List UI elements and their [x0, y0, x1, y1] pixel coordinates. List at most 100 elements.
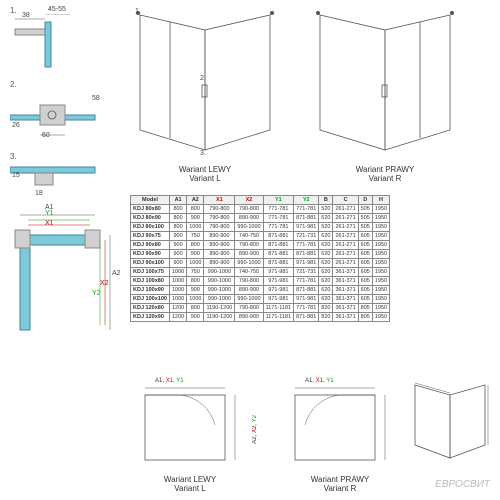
table-cell: 790-800: [235, 304, 263, 313]
table-cell: 820: [319, 313, 333, 322]
table-header: Y2: [294, 196, 319, 205]
table-cell: 890-900: [235, 214, 263, 223]
table-cell: 900: [187, 250, 204, 259]
table-cell: 1950: [372, 259, 389, 268]
detail2-dim-a: 58: [92, 95, 100, 102]
table-cell: 871-881: [263, 250, 294, 259]
bl-y1: Y1: [176, 378, 183, 384]
table-cell: 1171-1181: [263, 313, 294, 322]
table-cell: 800: [187, 304, 204, 313]
table-cell: 620: [319, 286, 333, 295]
mid-x2: X2: [100, 280, 109, 287]
enclosure-right: [310, 10, 460, 160]
table-cell: 520: [319, 223, 333, 232]
table-cell: 1000: [187, 223, 204, 232]
table-cell: 990-1000: [235, 295, 263, 304]
table-cell: 1000: [187, 295, 204, 304]
table-cell: 771-781: [263, 223, 294, 232]
table-cell: 605: [358, 250, 372, 259]
table-cell: 361-371: [333, 277, 358, 286]
table-cell: 790-800: [204, 214, 235, 223]
table-cell: 890-900: [235, 313, 263, 322]
table-cell: 605: [358, 268, 372, 277]
bottom-plan-right: [280, 380, 400, 480]
table-cell: 1000: [169, 295, 186, 304]
table-cell: 800: [187, 241, 204, 250]
table-cell: 740-750: [235, 232, 263, 241]
bl-line2: Variant L: [145, 484, 235, 493]
mid-x1: X1: [45, 220, 54, 227]
spec-table: ModelA1A2X1X2Y1Y2BCDH KDJ 80x80800800790…: [130, 195, 390, 322]
bl-toplabel: A1, X1, Y1: [155, 378, 184, 384]
table-cell: 1171-1181: [263, 304, 294, 313]
table-cell: 971-981: [294, 295, 319, 304]
table-cell: 800: [187, 277, 204, 286]
table-header: Y1: [263, 196, 294, 205]
table-cell: 620: [319, 277, 333, 286]
table-cell: 1200: [169, 313, 186, 322]
table-cell: 871-881: [263, 232, 294, 241]
table-cell: 771-781: [294, 241, 319, 250]
bl-y2: Y2: [252, 415, 258, 422]
table-cell: 971-981: [263, 277, 294, 286]
table-cell: 1190-1200: [204, 313, 235, 322]
table-cell: 990-1000: [204, 286, 235, 295]
table-cell: KDJ 90x80: [131, 241, 170, 250]
table-cell: 505: [358, 223, 372, 232]
mid-y2: Y2: [92, 290, 101, 297]
table-cell: 890-900: [204, 241, 235, 250]
table-row: KDJ 100x751000750990-1000740-750971-9817…: [131, 268, 390, 277]
br-line1: Wariant PRAWY: [295, 475, 385, 484]
table-cell: 750: [187, 268, 204, 277]
table-cell: 605: [358, 295, 372, 304]
table-cell: 1000: [187, 259, 204, 268]
table-cell: 505: [358, 214, 372, 223]
table-cell: 620: [319, 241, 333, 250]
table-cell: 605: [358, 259, 372, 268]
variant-left-line1: Wariant LEWY: [150, 165, 260, 174]
table-cell: 771-781: [294, 277, 319, 286]
table-cell: 790-800: [235, 277, 263, 286]
table-cell: 990-1000: [235, 259, 263, 268]
table-cell: 361-371: [333, 268, 358, 277]
table-row: KDJ 90x80900800890-900790-800871-881771-…: [131, 241, 390, 250]
detail3-drawing: [10, 162, 100, 202]
table-cell: 505: [358, 205, 372, 214]
table-cell: 900: [169, 250, 186, 259]
table-cell: 790-800: [204, 205, 235, 214]
bl-a2: A2,: [252, 435, 258, 444]
table-cell: 900: [187, 214, 204, 223]
callout-1: 1.: [135, 8, 141, 15]
bottom-left-var: Wariant LEWY Variant L: [145, 475, 235, 493]
br-toplabel: A1, X1, Y1: [305, 378, 334, 384]
table-cell: 871-881: [263, 241, 294, 250]
table-header: X2: [235, 196, 263, 205]
table-header: Model: [131, 196, 170, 205]
table-cell: 1950: [372, 286, 389, 295]
variant-right-label: Wariant PRAWY Variant R: [330, 165, 440, 183]
table-cell: 890-900: [204, 232, 235, 241]
table-cell: 800: [169, 214, 186, 223]
table-cell: 990-1000: [204, 277, 235, 286]
table-cell: 971-981: [263, 295, 294, 304]
table-header: A1: [169, 196, 186, 205]
table-cell: 620: [319, 232, 333, 241]
table-row: KDJ 120x9012009001190-1200890-9001171-11…: [131, 313, 390, 322]
table-cell: 1950: [372, 205, 389, 214]
table-header: H: [372, 196, 389, 205]
table-cell: 771-781: [294, 205, 319, 214]
mid-y1: Y1: [45, 210, 54, 217]
table-cell: 890-900: [204, 259, 235, 268]
table-cell: KDJ 100x100: [131, 295, 170, 304]
table-row: KDJ 100x801000800990-1000790-800971-9817…: [131, 277, 390, 286]
table-cell: 605: [358, 232, 372, 241]
table-row: KDJ 90x1009001000890-900990-1000871-8819…: [131, 259, 390, 268]
table-cell: 771-781: [263, 214, 294, 223]
table-cell: 1950: [372, 232, 389, 241]
table-cell: 771-781: [294, 304, 319, 313]
table-cell: 900: [169, 232, 186, 241]
table-cell: KDJ 90x100: [131, 259, 170, 268]
callout-3: 3.: [200, 150, 206, 157]
table-cell: 620: [319, 268, 333, 277]
table-cell: 1950: [372, 268, 389, 277]
